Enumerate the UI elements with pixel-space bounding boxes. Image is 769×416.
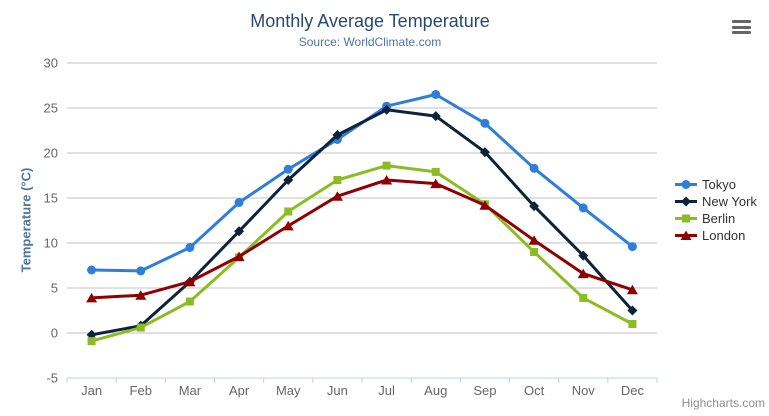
legend-item-berlin[interactable]: Berlin: [675, 210, 757, 227]
y-axis-label: 0: [51, 326, 58, 341]
data-point-berlin[interactable]: [87, 337, 96, 346]
data-point-london[interactable]: [233, 251, 245, 262]
data-point-london[interactable]: [430, 178, 442, 189]
data-point-berlin[interactable]: [628, 320, 637, 328]
hamburger-icon: [732, 31, 751, 34]
x-axis-label: Mar: [179, 383, 202, 398]
legend-label: Tokyo: [702, 177, 736, 192]
x-axis-label: Nov: [572, 383, 596, 398]
legend-item-london[interactable]: London: [675, 227, 757, 244]
data-point-tokyo[interactable]: [578, 203, 588, 213]
data-point-new-york[interactable]: [479, 147, 490, 158]
x-axis-label: Oct: [524, 383, 545, 398]
data-point-london[interactable]: [577, 268, 589, 279]
data-point-berlin[interactable]: [284, 207, 293, 216]
legend-label: New York: [702, 194, 757, 209]
data-point-new-york[interactable]: [234, 226, 245, 237]
data-point-new-york[interactable]: [283, 175, 294, 185]
y-axis-label: 30: [44, 56, 58, 71]
x-axis-label: Jul: [378, 383, 395, 398]
data-point-tokyo[interactable]: [480, 118, 490, 128]
data-point-tokyo[interactable]: [283, 164, 293, 174]
data-point-tokyo[interactable]: [234, 198, 244, 207]
legend-marker-new-york-icon: [675, 196, 697, 207]
data-point-new-york[interactable]: [332, 130, 343, 140]
data-point-london[interactable]: [86, 292, 98, 303]
data-point-berlin[interactable]: [185, 297, 194, 306]
data-point-berlin[interactable]: [579, 293, 588, 302]
data-point-london[interactable]: [479, 200, 491, 210]
x-axis-label: May: [276, 383, 301, 398]
data-point-new-york[interactable]: [381, 104, 392, 115]
legend-item-new-york[interactable]: New York: [675, 193, 757, 210]
legend-marker-berlin-icon: [675, 214, 697, 223]
y-axis-label: 10: [44, 236, 58, 251]
data-point-berlin[interactable]: [136, 323, 145, 332]
data-point-london[interactable]: [626, 284, 638, 295]
y-axis-label: 25: [44, 101, 58, 116]
x-axis-label: Sep: [473, 383, 496, 398]
y-axis-label: -5: [46, 371, 58, 386]
chart-title: Monthly Average Temperature: [250, 11, 490, 31]
legend-marker-london-icon: [675, 230, 697, 240]
chart-subtitle: Source: WorldClimate.com: [298, 35, 442, 49]
data-point-london[interactable]: [184, 276, 196, 287]
x-axis-label: Dec: [621, 383, 645, 398]
export-menu-button[interactable]: [732, 20, 753, 34]
data-point-new-york[interactable]: [529, 201, 540, 212]
credits-link[interactable]: Highcharts.com: [681, 396, 765, 410]
legend-label: London: [702, 228, 746, 243]
legend-item-tokyo[interactable]: Tokyo: [675, 176, 757, 193]
y-axis-label: 5: [51, 281, 58, 296]
legend-label: Berlin: [702, 211, 736, 226]
data-point-london[interactable]: [381, 175, 393, 185]
y-axis-label: 15: [44, 191, 58, 206]
data-point-berlin[interactable]: [333, 176, 342, 184]
data-point-london[interactable]: [135, 290, 147, 300]
x-axis-label: Apr: [229, 383, 250, 398]
series-line-berlin[interactable]: [90, 164, 634, 343]
y-axis-label: 20: [44, 146, 58, 161]
data-point-tokyo[interactable]: [136, 266, 146, 276]
data-point-new-york[interactable]: [430, 111, 441, 122]
x-axis-label: Feb: [130, 383, 152, 398]
data-point-berlin[interactable]: [382, 161, 391, 170]
series-line-london[interactable]: [90, 178, 634, 300]
series-line-new-york[interactable]: [90, 108, 634, 337]
data-point-berlin[interactable]: [431, 167, 440, 176]
x-axis-label: Jan: [81, 383, 102, 398]
hamburger-icon: [732, 25, 751, 29]
data-point-tokyo[interactable]: [529, 163, 539, 173]
data-point-london[interactable]: [528, 235, 540, 245]
data-point-tokyo[interactable]: [627, 242, 637, 252]
data-point-berlin[interactable]: [530, 248, 539, 256]
x-axis-label: Jun: [327, 383, 348, 398]
data-point-tokyo[interactable]: [431, 90, 441, 99]
data-point-london[interactable]: [331, 191, 343, 201]
data-point-london[interactable]: [282, 220, 294, 231]
legend-marker-tokyo-icon: [675, 180, 697, 189]
legend: Tokyo New York Berlin London: [675, 176, 757, 244]
data-point-tokyo[interactable]: [87, 265, 97, 275]
x-axis-label: Aug: [424, 383, 447, 398]
data-point-new-york[interactable]: [578, 250, 589, 261]
hamburger-icon: [732, 20, 751, 23]
data-point-new-york[interactable]: [627, 305, 638, 316]
data-point-tokyo[interactable]: [185, 243, 195, 252]
